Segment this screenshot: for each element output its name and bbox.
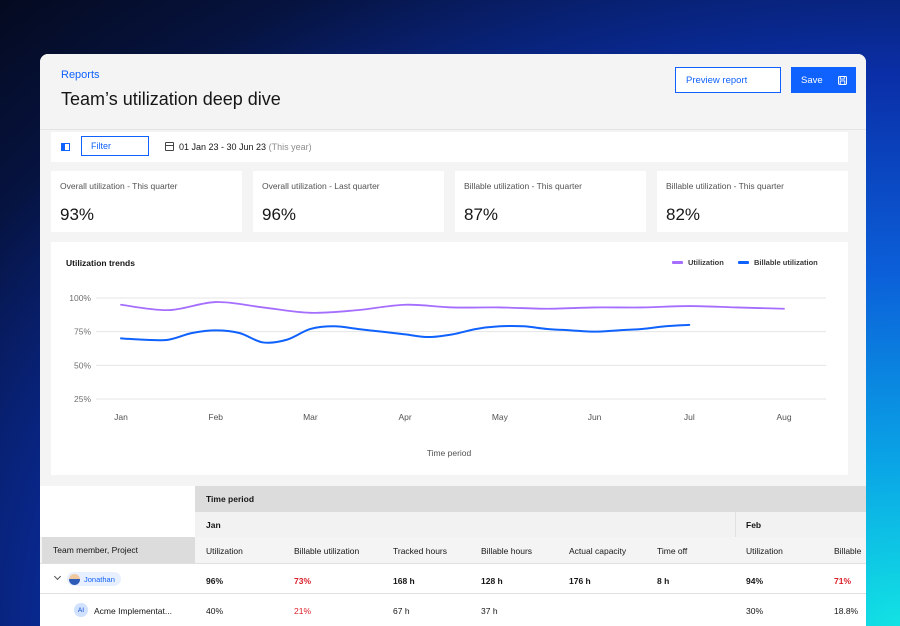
legend-swatch (672, 261, 683, 264)
column-header[interactable]: Utilization (206, 546, 243, 556)
date-range-picker[interactable]: 01 Jan 23 - 30 Jun 23 (This year) (179, 142, 312, 152)
billable-utilization-series-line (120, 323, 691, 344)
page-header: Reports Team’s utilization deep dive Pre… (40, 54, 866, 130)
kpi-card: Billable utilization - This quarter 82% (657, 171, 848, 232)
avatar (69, 573, 80, 585)
x-tick-label: Aug (776, 412, 791, 422)
column-header[interactable]: Utilization (746, 546, 783, 556)
x-tick-label: May (492, 412, 509, 422)
chevron-down-icon[interactable] (53, 572, 62, 581)
column-header[interactable]: Time off (657, 546, 688, 556)
legend-label: Utilization (688, 258, 724, 267)
table-cell: 128 h (481, 576, 503, 586)
kpi-card: Overall utilization - This quarter 93% (51, 171, 242, 232)
kpi-label: Overall utilization - This quarter (60, 181, 178, 191)
kpi-value: 93% (60, 205, 95, 224)
y-tick-label: 100% (69, 293, 91, 303)
time-period-header (195, 486, 866, 512)
month-label-feb: Feb (746, 519, 762, 530)
x-axis-label: Time period (427, 448, 472, 458)
kpi-card: Billable utilization - This quarter 87% (455, 171, 646, 232)
x-tick-label: Apr (399, 412, 412, 422)
legend-label: Billable utilization (754, 258, 818, 267)
x-tick-label: Jun (588, 412, 602, 422)
project-avatar: AI (74, 603, 88, 617)
report-card: Reports Team’s utilization deep dive Pre… (40, 54, 866, 626)
month-header-row (195, 512, 866, 537)
x-tick-label: Jan (114, 412, 128, 422)
side-panel-toggle-icon[interactable] (61, 143, 70, 151)
kpi-value: 82% (666, 205, 701, 224)
calendar-icon (165, 142, 174, 151)
table-cell: 67 h (393, 606, 410, 616)
breadcrumb[interactable]: Reports (61, 69, 100, 81)
table-cell: 21% (294, 606, 312, 616)
preview-report-button[interactable]: Preview report (675, 67, 781, 93)
team-member-chip[interactable]: Jonathan (67, 572, 121, 586)
kpi-label: Billable utilization - This quarter (464, 181, 582, 191)
legend-item-utilization[interactable]: Utilization (672, 258, 724, 267)
date-range-note: (This year) (268, 142, 312, 152)
legend-swatch (738, 261, 749, 264)
save-button[interactable]: Save (791, 67, 856, 93)
column-header[interactable]: Billable hours (481, 546, 533, 556)
table-cell: 94% (746, 576, 764, 586)
save-button-label: Save (801, 74, 823, 86)
x-tick-label: Jul (684, 412, 695, 422)
table-cell: 96% (206, 576, 224, 586)
time-period-label: Time period (206, 494, 255, 504)
utilization-trends-chart: Utilization trends Utilization Billable … (51, 242, 848, 475)
row-divider (40, 563, 866, 564)
column-header[interactable]: Billable (834, 546, 862, 556)
first-column-header-bg (42, 537, 195, 563)
table-cell: 8 h (657, 576, 670, 586)
x-tick-label: Mar (303, 412, 318, 422)
kpi-label: Overall utilization - Last quarter (262, 181, 380, 191)
kpi-label: Billable utilization - This quarter (666, 181, 784, 191)
month-label-jan: Jan (206, 519, 221, 530)
column-header[interactable]: Tracked hours (393, 546, 448, 556)
table-cell: 18.8% (834, 606, 859, 616)
legend-item-billable[interactable]: Billable utilization (738, 258, 818, 267)
table-cell: 40% (206, 606, 224, 616)
table-cell: 30% (746, 606, 764, 616)
date-range-value: 01 Jan 23 - 30 Jun 23 (179, 142, 267, 152)
y-tick-label: 25% (74, 394, 91, 404)
table-cell: 73% (294, 576, 312, 586)
team-member-name: Jonathan (84, 574, 115, 584)
chart-title: Utilization trends (66, 258, 135, 268)
y-tick-label: 50% (74, 360, 91, 370)
table-cell: 71% (834, 576, 852, 586)
floppy-icon (838, 75, 847, 85)
table-cell: 168 h (393, 576, 415, 586)
kpi-value: 96% (262, 205, 297, 224)
filter-button[interactable]: Filter (81, 136, 149, 156)
line-chart: 100% 75% 50% 25% Jan Feb Mar Apr May Jun Jul Aug Tim… (69, 293, 826, 458)
row-divider (40, 593, 866, 594)
column-header[interactable]: Actual capacity (569, 546, 627, 556)
utilization-series-line (120, 301, 785, 314)
project-name[interactable]: Acme Implementat... (94, 606, 172, 616)
kpi-value: 87% (464, 205, 499, 224)
utilization-table: Time period Jan Feb Team member, Project… (40, 486, 866, 626)
kpi-card: Overall utilization - Last quarter 96% (253, 171, 444, 232)
y-tick-label: 75% (74, 327, 91, 337)
column-header[interactable]: Billable utilization (294, 546, 360, 556)
filter-toolbar: Filter 01 Jan 23 - 30 Jun 23 (This year) (51, 132, 848, 162)
x-tick-label: Feb (208, 412, 223, 422)
page-title: Team’s utilization deep dive (61, 89, 281, 109)
first-column-header[interactable]: Team member, Project (53, 545, 139, 555)
table-cell: 37 h (481, 606, 498, 616)
table-cell: 176 h (569, 576, 591, 586)
